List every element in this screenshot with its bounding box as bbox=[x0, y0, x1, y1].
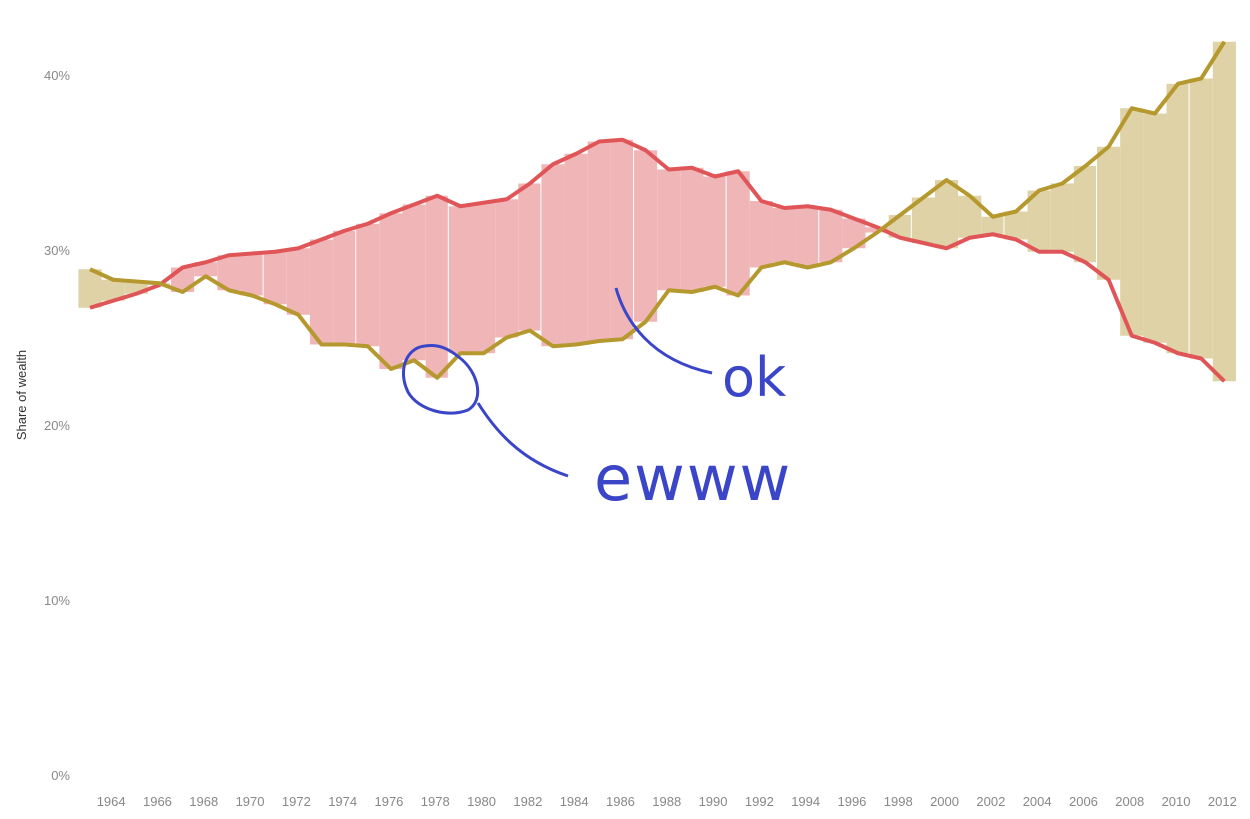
x-tick-label: 1994 bbox=[791, 794, 820, 809]
gap-bar-1997 bbox=[865, 227, 889, 233]
gap-bar-1974 bbox=[333, 230, 356, 345]
x-tick-label: 2008 bbox=[1115, 794, 1144, 809]
annotation-ewww: ewww bbox=[594, 442, 792, 515]
gap-bar-1976 bbox=[379, 213, 403, 369]
x-tick-label: 2004 bbox=[1023, 794, 1052, 809]
x-tick-label: 1974 bbox=[328, 794, 357, 809]
y-tick-label: 20% bbox=[44, 418, 70, 433]
x-tick-label: 1988 bbox=[652, 794, 681, 809]
y-tick-label: 30% bbox=[44, 243, 70, 258]
series-1 bbox=[89, 40, 1227, 380]
y-tick-label: 0% bbox=[51, 768, 70, 783]
annotation-circle bbox=[402, 344, 480, 415]
y-axis-label: Share of wealth bbox=[14, 350, 29, 440]
gap-bar-1978 bbox=[425, 195, 448, 378]
gap-bar-1989 bbox=[680, 167, 704, 292]
gap-bar-1977 bbox=[402, 204, 426, 361]
gap-bar-2003 bbox=[1004, 211, 1028, 240]
gap-bar-2012 bbox=[1212, 41, 1236, 382]
x-tick-label: 1992 bbox=[745, 794, 774, 809]
gap-bar-1988 bbox=[657, 169, 681, 291]
gap-bar-1964 bbox=[101, 279, 125, 301]
x-tick-label: 1966 bbox=[143, 794, 172, 809]
x-tick-label: 1976 bbox=[374, 794, 403, 809]
annotation-ok: ok bbox=[722, 346, 787, 409]
y-axis: 0% 10% 20% 30% 40% bbox=[44, 68, 70, 783]
gap-bar-1981 bbox=[495, 199, 519, 338]
annotation-arrow-ok bbox=[614, 287, 713, 375]
gap-bar-2001 bbox=[958, 195, 982, 238]
annotation-arrow-ewww bbox=[476, 402, 569, 478]
gap-bar-1975 bbox=[356, 223, 380, 347]
gap-bar-1972 bbox=[286, 248, 310, 315]
x-tick-label: 2006 bbox=[1069, 794, 1098, 809]
x-tick-label: 1996 bbox=[837, 794, 866, 809]
gap-bar-2000 bbox=[934, 180, 959, 249]
gap-bar-1987 bbox=[634, 150, 658, 322]
gap-bar-2005 bbox=[1050, 183, 1074, 252]
series-0 bbox=[89, 137, 1226, 383]
gap-bar-1963 bbox=[78, 269, 102, 308]
gap-bar-1968 bbox=[194, 262, 218, 277]
x-tick-label: 1972 bbox=[282, 794, 311, 809]
gap-bar-1982 bbox=[518, 183, 541, 331]
gap-bar-1995 bbox=[819, 209, 843, 263]
gap-bar-2010 bbox=[1166, 83, 1189, 354]
gap-bar-2007 bbox=[1097, 146, 1121, 280]
x-tick-label: 1968 bbox=[189, 794, 218, 809]
gap-bar-1969 bbox=[217, 255, 241, 291]
gap-bar-2009 bbox=[1143, 113, 1167, 343]
gap-bar-1970 bbox=[240, 253, 263, 296]
gap-bar-2008 bbox=[1120, 108, 1144, 336]
gap-bar-1992 bbox=[749, 201, 773, 268]
series-lines bbox=[89, 40, 1227, 383]
x-tick-label: 1990 bbox=[699, 794, 728, 809]
gap-bar-2004 bbox=[1027, 190, 1051, 252]
x-tick-label: 1984 bbox=[560, 794, 589, 809]
gap-bar-1973 bbox=[309, 239, 334, 345]
gap-bar-1986 bbox=[610, 139, 634, 340]
x-tick-label: 1978 bbox=[421, 794, 450, 809]
gap-bar-1979 bbox=[448, 206, 472, 354]
gap-bar-1980 bbox=[471, 202, 496, 354]
gap-bar-2011 bbox=[1189, 78, 1213, 359]
gap-bar-1985 bbox=[587, 141, 611, 341]
annotations: ok ewww bbox=[402, 287, 792, 515]
gap-bar-1996 bbox=[842, 218, 866, 249]
gap-bar-2006 bbox=[1073, 166, 1097, 263]
gap-bar-1993 bbox=[772, 208, 797, 263]
x-tick-label: 1998 bbox=[884, 794, 913, 809]
x-tick-label: 2000 bbox=[930, 794, 959, 809]
gap-bar-1999 bbox=[911, 197, 935, 243]
x-tick-label: 2012 bbox=[1208, 794, 1237, 809]
gap-bar-1990 bbox=[703, 176, 726, 287]
gap-bar-1984 bbox=[564, 153, 588, 345]
gap-bar-2002 bbox=[981, 216, 1004, 235]
x-tick-label: 1970 bbox=[236, 794, 265, 809]
x-tick-label: 1980 bbox=[467, 794, 496, 809]
x-tick-label: 2010 bbox=[1162, 794, 1191, 809]
x-tick-label: 2002 bbox=[976, 794, 1005, 809]
y-tick-label: 10% bbox=[44, 593, 70, 608]
gap-bar-1994 bbox=[796, 206, 819, 268]
x-tick-label: 1986 bbox=[606, 794, 635, 809]
gap-bar-1991 bbox=[726, 171, 750, 296]
series-line-1 bbox=[89, 40, 1227, 380]
x-tick-label: 1982 bbox=[513, 794, 542, 809]
gap-bar-1983 bbox=[541, 164, 565, 347]
y-tick-label: 40% bbox=[44, 68, 70, 83]
gap-bar-1971 bbox=[263, 251, 287, 305]
series-line-0 bbox=[89, 137, 1226, 383]
gap-fill-bars bbox=[78, 41, 1236, 382]
x-axis: 1964 1966 1968 1970 1972 1974 1976 1978 1980 1982… bbox=[97, 794, 1237, 809]
x-tick-label: 1964 bbox=[97, 794, 126, 809]
